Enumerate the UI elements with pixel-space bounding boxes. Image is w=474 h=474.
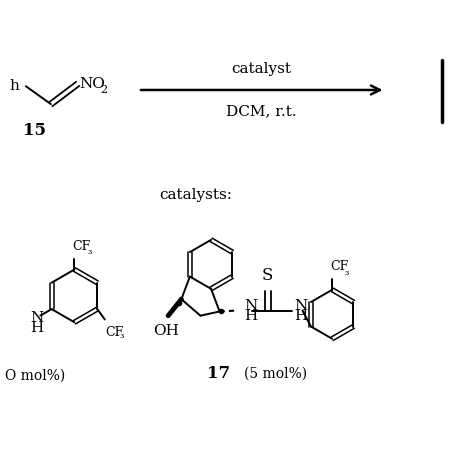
Text: catalyst: catalyst [232, 62, 292, 76]
Text: catalysts:: catalysts: [159, 188, 232, 201]
Text: h: h [10, 79, 20, 93]
Text: N: N [294, 299, 307, 313]
Text: CF: CF [72, 239, 91, 253]
Text: 15: 15 [23, 122, 46, 139]
Text: ₃: ₃ [120, 330, 124, 340]
Text: CF: CF [330, 260, 348, 273]
Text: O mol%): O mol%) [5, 369, 65, 383]
Text: H: H [244, 309, 257, 323]
Text: 17: 17 [207, 365, 230, 382]
Text: (5 mol%): (5 mol%) [244, 367, 307, 381]
Text: S: S [262, 267, 273, 283]
Text: N: N [244, 299, 257, 313]
Text: H: H [294, 309, 307, 323]
Text: OH: OH [154, 324, 179, 338]
Text: H: H [30, 321, 43, 335]
Text: NO: NO [79, 77, 105, 91]
Text: N: N [30, 310, 43, 325]
Text: ₃: ₃ [345, 266, 349, 277]
Text: DCM, r.t.: DCM, r.t. [227, 104, 297, 118]
Text: 2: 2 [100, 84, 108, 94]
Text: CF: CF [105, 326, 123, 338]
Text: ₃: ₃ [87, 246, 91, 256]
